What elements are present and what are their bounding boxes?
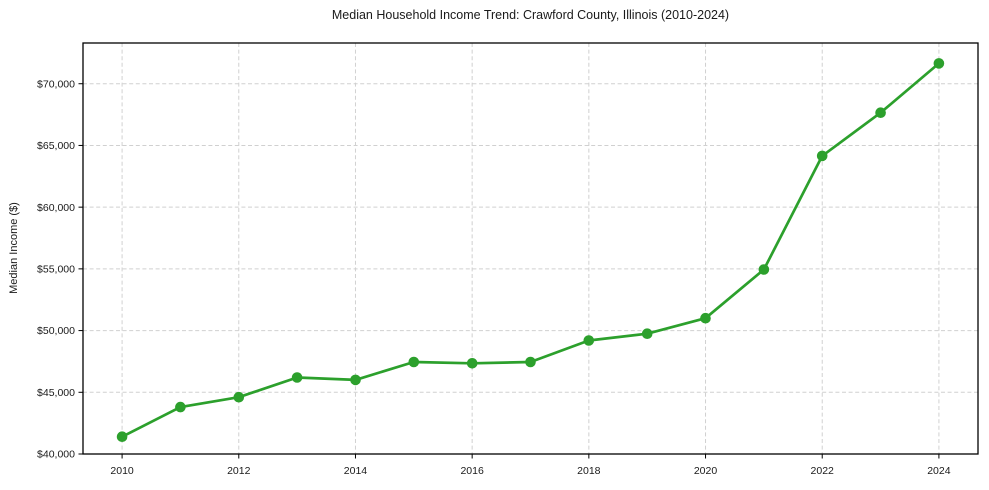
data-point-marker (291, 372, 303, 383)
y-axis-tick-label: $65,000 (37, 140, 75, 152)
data-point-marker (641, 328, 653, 340)
data-point-marker (700, 312, 711, 324)
plot-frame (82, 42, 979, 455)
y-axis-tick-label: $60,000 (37, 202, 75, 214)
x-axis-tick-label: 2010 (110, 465, 134, 477)
x-axis-tick-label: 2022 (811, 465, 835, 477)
y-axis-tick-label: $45,000 (37, 387, 75, 399)
x-axis-tick-label: 2024 (927, 465, 951, 477)
data-point-marker (875, 107, 886, 118)
data-point-marker (175, 401, 186, 413)
y-axis-tick-label: $40,000 (37, 449, 75, 461)
trend-line (120, 62, 941, 439)
y-axis-tick-label: $50,000 (37, 325, 75, 337)
y-axis-tick-label: $70,000 (37, 78, 75, 90)
y-axis-tick-label: $55,000 (37, 263, 75, 275)
x-axis-tick-label: 2018 (577, 465, 601, 477)
data-point-marker (116, 431, 128, 443)
data-point-marker (816, 150, 828, 162)
data-point-marker (408, 356, 420, 368)
x-axis-tick-label: 2020 (694, 465, 718, 477)
chart-title: Median Household Income Trend: Crawford … (331, 8, 730, 22)
data-point-marker (933, 58, 945, 69)
x-axis-tick-label: 2016 (460, 465, 484, 477)
data-point-marker (525, 356, 536, 368)
data-point-marker (583, 335, 595, 346)
data-point-marker (466, 358, 478, 369)
x-axis-tick-label: 2014 (344, 465, 368, 477)
x-axis-tick-label: 2012 (227, 465, 251, 477)
data-point-marker (758, 264, 770, 275)
data-point-marker (350, 374, 361, 386)
data-point-marker (233, 391, 245, 403)
